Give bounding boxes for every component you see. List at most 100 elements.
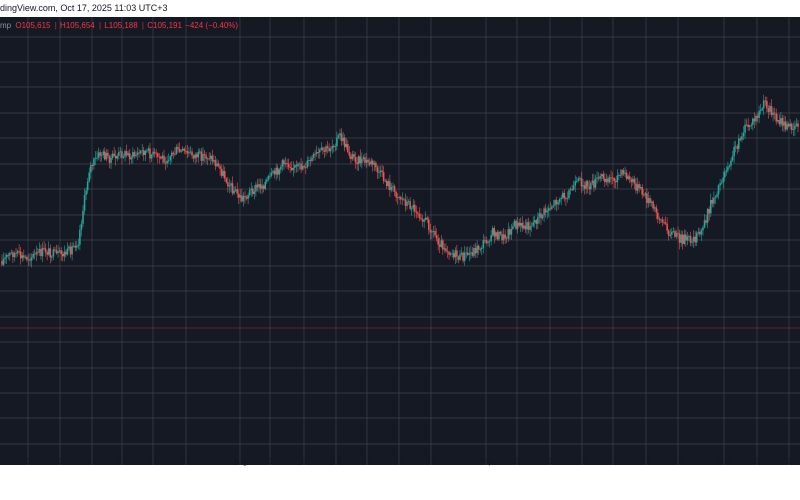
candle-body <box>516 222 519 229</box>
candle-body <box>731 156 734 161</box>
candle-body <box>410 208 413 210</box>
candle-body <box>331 145 334 149</box>
candle-body <box>590 183 592 190</box>
candle-body <box>61 253 64 257</box>
candle-body <box>621 170 623 176</box>
candle-body <box>560 197 563 200</box>
candle-body <box>576 180 578 182</box>
candle-body <box>473 247 475 256</box>
candle-body <box>602 174 605 179</box>
candle-body <box>390 187 393 191</box>
candle-body <box>647 198 650 203</box>
candle-body <box>493 228 496 237</box>
candle-body <box>783 121 785 126</box>
candle-body <box>191 151 193 156</box>
candle-body <box>66 248 69 255</box>
candle-body <box>153 151 156 154</box>
candle-body <box>47 248 50 255</box>
candle-body <box>44 248 47 253</box>
candle-body <box>568 190 570 198</box>
candle-body <box>177 146 179 149</box>
candle-body <box>460 252 463 255</box>
candle-body <box>784 121 787 130</box>
candle-body <box>463 252 466 261</box>
candle-body <box>532 222 534 226</box>
candle-body <box>94 158 97 159</box>
candle-body <box>546 210 549 213</box>
candle-body <box>146 150 148 152</box>
candle-body <box>504 234 506 239</box>
candle-body <box>234 189 237 191</box>
candle-body <box>619 175 622 176</box>
candle-body <box>728 165 731 167</box>
candle-body <box>445 248 447 252</box>
candle-body <box>540 213 542 219</box>
candle-body <box>633 178 636 184</box>
candle-body <box>490 235 492 242</box>
candle-body <box>300 163 302 170</box>
candle-body <box>657 212 659 219</box>
candle-body <box>655 207 658 213</box>
candle-body <box>267 176 270 180</box>
candle-body <box>245 197 248 199</box>
candle-body <box>376 167 379 173</box>
candle-body <box>80 223 83 230</box>
chart-panel[interactable] <box>0 17 800 465</box>
candle-body <box>195 154 198 158</box>
candle-body <box>624 172 626 174</box>
candle-body <box>488 241 491 242</box>
candle-body <box>465 252 468 254</box>
candle-body <box>320 147 323 150</box>
candle-body <box>339 133 341 136</box>
candle-body <box>214 160 217 167</box>
ohlc-low: L105,188 <box>104 21 138 30</box>
x-tick-label: 21 <box>394 457 404 466</box>
candle-body <box>270 172 273 176</box>
candle-body <box>745 124 748 126</box>
candle-body <box>133 152 136 157</box>
candle-body <box>627 176 630 179</box>
x-tick-label: 21 <box>641 457 651 466</box>
candle-body <box>65 251 67 255</box>
candle-body <box>287 163 290 168</box>
candle-body <box>767 108 770 112</box>
candle-body <box>105 152 108 160</box>
candle-body <box>565 198 567 200</box>
x-tick-label: 5 <box>267 457 273 466</box>
candle-body <box>772 112 774 115</box>
candle-body <box>280 166 282 170</box>
candle-body <box>725 170 728 173</box>
x-tick-label: 5 <box>754 457 760 466</box>
candle-body <box>762 100 765 109</box>
price-plot[interactable] <box>0 17 800 465</box>
candle-body <box>4 257 6 259</box>
candle-body <box>30 257 33 261</box>
candle-body <box>213 160 215 162</box>
candle-body <box>68 246 70 249</box>
candle-body <box>753 118 756 122</box>
candle-body <box>46 252 48 255</box>
candle-body <box>709 199 712 214</box>
candle-body <box>13 253 16 258</box>
candle-body <box>119 151 122 153</box>
candle-body <box>172 152 175 154</box>
candle-body <box>417 212 419 214</box>
candle-body <box>582 185 584 187</box>
candle-body <box>74 245 77 248</box>
candle-body <box>454 250 457 258</box>
candle-body <box>15 253 17 254</box>
candle-body <box>510 228 513 235</box>
candle-body <box>773 112 776 114</box>
candle-body <box>471 252 474 256</box>
candle-body <box>700 230 703 235</box>
candle-body <box>622 170 625 174</box>
x-tick-label: 25 <box>181 457 191 466</box>
candle-body <box>278 169 281 175</box>
ohlc-change: −424 (−0.40%) <box>185 21 239 30</box>
candle-body <box>244 195 246 198</box>
ohlc-separator: | <box>54 21 57 30</box>
candle-body <box>435 235 438 239</box>
candle-body <box>748 125 751 128</box>
candle-body <box>269 175 271 177</box>
